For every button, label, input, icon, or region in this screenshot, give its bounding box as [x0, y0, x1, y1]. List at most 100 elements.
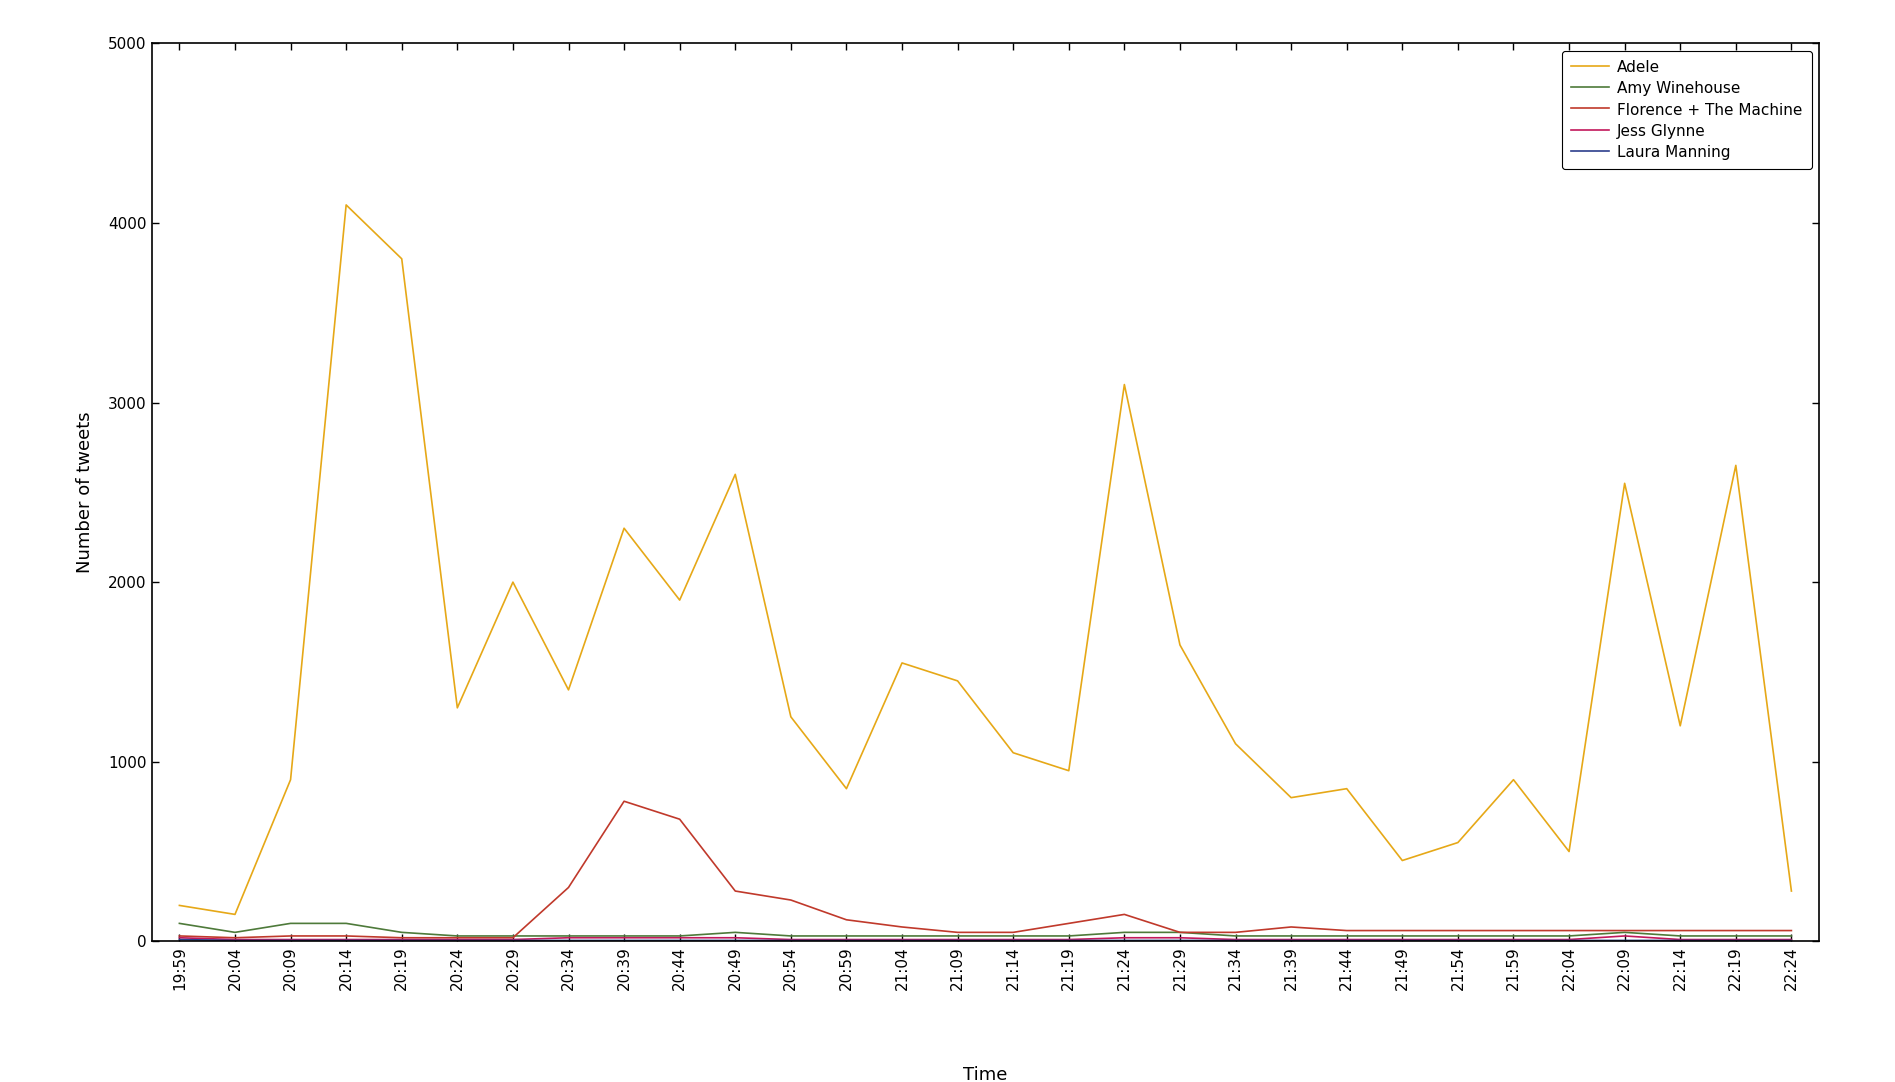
Florence + The Machine [1057, 916, 1080, 929]
Jess Glynne [612, 932, 635, 945]
Laura Manning [335, 934, 358, 947]
Adele [1503, 774, 1525, 787]
Adele [891, 657, 913, 670]
Laura Manning [279, 934, 301, 947]
Adele [1446, 836, 1469, 849]
Amy Winehouse [779, 929, 802, 942]
Jess Glynne [1613, 929, 1635, 942]
Adele [1279, 791, 1302, 804]
Jess Glynne [1558, 933, 1580, 946]
Jess Glynne [779, 933, 802, 946]
Amy Winehouse [1724, 929, 1747, 942]
Jess Glynne [1779, 933, 1802, 946]
Laura Manning [836, 934, 858, 947]
Adele [1558, 845, 1580, 858]
Jess Glynne [1112, 932, 1135, 945]
Jess Glynne [1503, 933, 1525, 946]
Jess Glynne [390, 933, 413, 946]
Florence + The Machine [1112, 908, 1135, 921]
Laura Manning [779, 934, 802, 947]
Amy Winehouse [891, 929, 913, 942]
Amy Winehouse [1558, 929, 1580, 942]
Florence + The Machine [390, 932, 413, 945]
Amy Winehouse [946, 929, 968, 942]
Jess Glynne [669, 932, 692, 945]
Jess Glynne [1391, 933, 1414, 946]
Amy Winehouse [169, 916, 191, 929]
Amy Winehouse [557, 929, 580, 942]
Adele [779, 710, 802, 723]
Florence + The Machine [1002, 926, 1025, 939]
Laura Manning [1558, 934, 1580, 947]
Amy Winehouse [669, 929, 692, 942]
Jess Glynne [279, 933, 301, 946]
Line: Florence + The Machine: Florence + The Machine [180, 802, 1791, 938]
Florence + The Machine [557, 881, 580, 894]
Adele [335, 198, 358, 211]
Adele [1224, 737, 1247, 750]
Adele [669, 594, 692, 607]
Jess Glynne [1002, 933, 1025, 946]
Amy Winehouse [1002, 929, 1025, 942]
Jess Glynne [1169, 932, 1192, 945]
Laura Manning [1779, 934, 1802, 947]
Laura Manning [1503, 934, 1525, 947]
Laura Manning [1669, 934, 1692, 947]
Laura Manning [612, 934, 635, 947]
Jess Glynne [836, 933, 858, 946]
Amy Winehouse [724, 926, 747, 939]
Laura Manning [891, 934, 913, 947]
Adele [279, 774, 301, 787]
Florence + The Machine [669, 813, 692, 826]
Amy Winehouse [1613, 926, 1635, 939]
Adele [724, 467, 747, 480]
Amy Winehouse [1169, 926, 1192, 939]
Laura Manning [502, 934, 525, 947]
Adele [1779, 885, 1802, 898]
Jess Glynne [724, 932, 747, 945]
Amy Winehouse [1391, 929, 1414, 942]
Amy Winehouse [836, 929, 858, 942]
Adele [169, 899, 191, 912]
Florence + The Machine [612, 795, 635, 808]
Jess Glynne [1279, 933, 1302, 946]
Jess Glynne [1336, 933, 1359, 946]
Florence + The Machine [1336, 924, 1359, 937]
Laura Manning [1169, 934, 1192, 947]
Laura Manning [1391, 934, 1414, 947]
Adele [224, 908, 246, 921]
Adele [1613, 477, 1635, 490]
Florence + The Machine [1391, 924, 1414, 937]
Adele [1002, 747, 1025, 760]
Laura Manning [390, 934, 413, 947]
Line: Amy Winehouse: Amy Winehouse [180, 923, 1791, 936]
Laura Manning [557, 934, 580, 947]
Laura Manning [1446, 934, 1469, 947]
Adele [1336, 782, 1359, 795]
Laura Manning [946, 934, 968, 947]
Florence + The Machine [224, 932, 246, 945]
Laura Manning [669, 934, 692, 947]
Florence + The Machine [724, 885, 747, 898]
Florence + The Machine [169, 929, 191, 942]
Florence + The Machine [891, 921, 913, 934]
Adele [1057, 764, 1080, 777]
Line: Jess Glynne: Jess Glynne [180, 936, 1791, 939]
Adele [836, 782, 858, 795]
Jess Glynne [946, 933, 968, 946]
Laura Manning [1279, 934, 1302, 947]
Legend: Adele, Amy Winehouse, Florence + The Machine, Jess Glynne, Laura Manning: Adele, Amy Winehouse, Florence + The Mac… [1561, 51, 1812, 169]
Jess Glynne [445, 933, 468, 946]
Amy Winehouse [1279, 929, 1302, 942]
Laura Manning [1336, 934, 1359, 947]
Jess Glynne [1224, 933, 1247, 946]
Florence + The Machine [1779, 924, 1802, 937]
Florence + The Machine [946, 926, 968, 939]
Amy Winehouse [1446, 929, 1469, 942]
Adele [557, 684, 580, 697]
Adele [1669, 720, 1692, 733]
Florence + The Machine [836, 913, 858, 926]
Adele [1169, 638, 1192, 651]
Jess Glynne [891, 933, 913, 946]
Adele [1112, 378, 1135, 391]
